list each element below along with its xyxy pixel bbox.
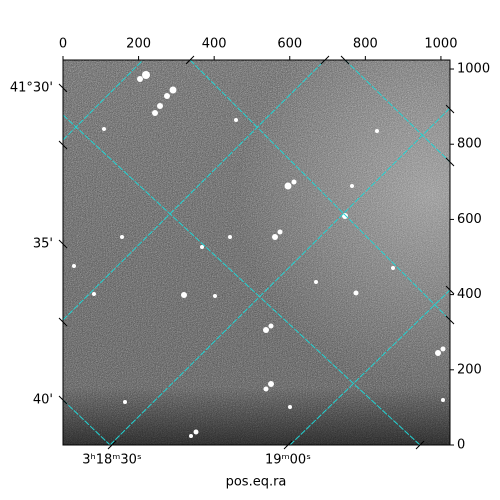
y-tick-label: 400: [457, 287, 482, 302]
x-tick-label: 800: [353, 37, 378, 52]
x-tick-label: 200: [126, 37, 151, 52]
y-tick-label: 0: [457, 438, 465, 453]
x-tick-label: 0: [59, 37, 67, 52]
y-tick-label: 200: [457, 362, 482, 377]
frame: [62, 59, 451, 446]
x-tick-label: 600: [277, 37, 302, 52]
ra-label: 19ᵐ00ˢ: [265, 453, 311, 468]
x-axis-label: pos.eq.ra: [226, 475, 287, 490]
x-tick-label: 1000: [424, 37, 457, 52]
dec-label: 41°30': [10, 81, 53, 96]
stars: [72, 71, 446, 438]
dec-label: 35': [33, 237, 53, 252]
sky-image: [63, 60, 450, 445]
y-tick-label: 1000: [457, 62, 490, 77]
x-tick-label: 400: [202, 37, 227, 52]
y-tick-label: 600: [457, 212, 482, 227]
coordinate-ticks: [58, 55, 455, 450]
y-tick-label: 800: [457, 137, 482, 152]
ra-label: 3ʰ18ᵐ30ˢ: [82, 453, 142, 468]
dec-label: 40': [33, 393, 53, 408]
coordinate-grid: [62, 59, 451, 446]
